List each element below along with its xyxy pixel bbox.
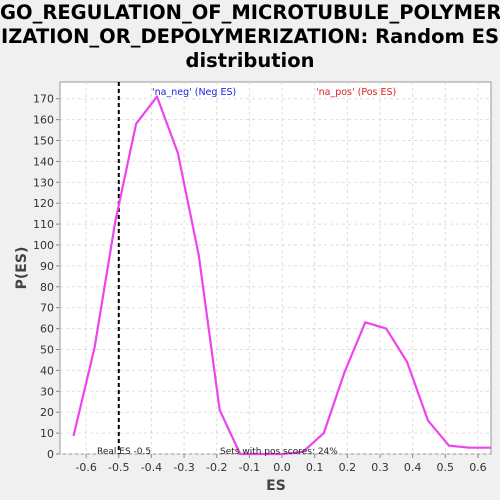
es-data-point [260,453,263,455]
plot-area [59,81,492,455]
y-tick-label: 70 [40,302,54,315]
es-data-point [197,254,200,257]
x-tick-label: 0.3 [371,461,389,474]
es-data-point [93,346,96,349]
es-data-point [489,446,492,449]
x-tick-label: -0.4 [141,461,162,474]
y-tick-label: 80 [40,281,54,294]
es-data-point [176,152,179,155]
y-axis-label: P(ES) [14,247,30,290]
x-tick-label: 0.6 [469,461,487,474]
x-tick-label: 0.5 [437,461,455,474]
y-tick-label: 160 [33,114,54,127]
es-data-point [406,361,409,364]
chart-title-line-1: GO_REGULATION_OF_MICROTUBULE_POLYMER [0,1,500,24]
pos-scores-annotation: Sets with pos scores: 24% [220,447,338,457]
es-data-point [218,409,221,412]
es-data-point [72,434,75,437]
legend-neg-es: 'na_neg' (Neg ES) [152,87,236,98]
x-tick-label: 0.0 [273,461,291,474]
real-es-label: Real ES -0.5 [97,447,151,457]
es-data-point [426,419,429,422]
x-tick-label: -0.6 [75,461,96,474]
es-data-point [468,446,471,449]
x-axis: -0.6 -0.5 -0.4 -0.3 -0.2 -0.1 0.0 0.1 0.2 0.3 0.4 0… [75,454,487,474]
x-axis-label: ES [266,478,286,494]
es-data-point [135,122,138,125]
es-data-point [447,444,450,447]
y-tick-label: 170 [33,93,54,106]
legend-pos-es: 'na_pos' (Pos ES) [316,87,396,98]
x-tick-label: -0.2 [206,461,227,474]
y-tick-label: 130 [33,176,54,189]
es-data-point [322,432,325,435]
y-tick-label: 30 [40,385,54,398]
y-tick-label: 110 [33,218,54,231]
es-data-point [114,221,117,224]
x-tick-label: 0.1 [306,461,324,474]
es-data-point [343,371,346,374]
es-data-point [385,327,388,330]
es-data-point [155,95,158,98]
chart-title: GO_REGULATION_OF_MICROTUBULE_POLYMER IZA… [0,1,500,73]
y-tick-label: 50 [40,344,54,357]
y-tick-label: 40 [40,364,54,377]
y-tick-label: 140 [33,155,54,168]
y-tick-label: 120 [33,197,54,210]
chart-title-line-2: IZATION_OR_DEPOLYMERIZATION: Random ES [0,25,500,48]
x-tick-label: -0.3 [173,461,194,474]
y-tick-label: 20 [40,406,54,419]
y-tick-label: 90 [40,260,54,273]
y-tick-label: 60 [40,323,54,336]
y-tick-label: 100 [33,239,54,252]
es-data-point [239,453,242,455]
x-tick-label: -0.5 [108,461,129,474]
es-data-point [364,321,367,324]
y-tick-label: 10 [40,427,54,440]
y-tick-label: 0 [47,448,54,461]
x-tick-label: 0.4 [404,461,422,474]
x-tick-label: 0.2 [339,461,357,474]
es-data-point [301,450,304,453]
y-tick-label: 150 [33,135,54,148]
y-axis: 0 10 20 30 40 50 60 70 80 90 100 110 120 130 140 150 160… [33,93,60,461]
x-tick-label: -0.1 [239,461,260,474]
chart-title-line-3: distribution [185,49,315,72]
grid [60,82,491,455]
